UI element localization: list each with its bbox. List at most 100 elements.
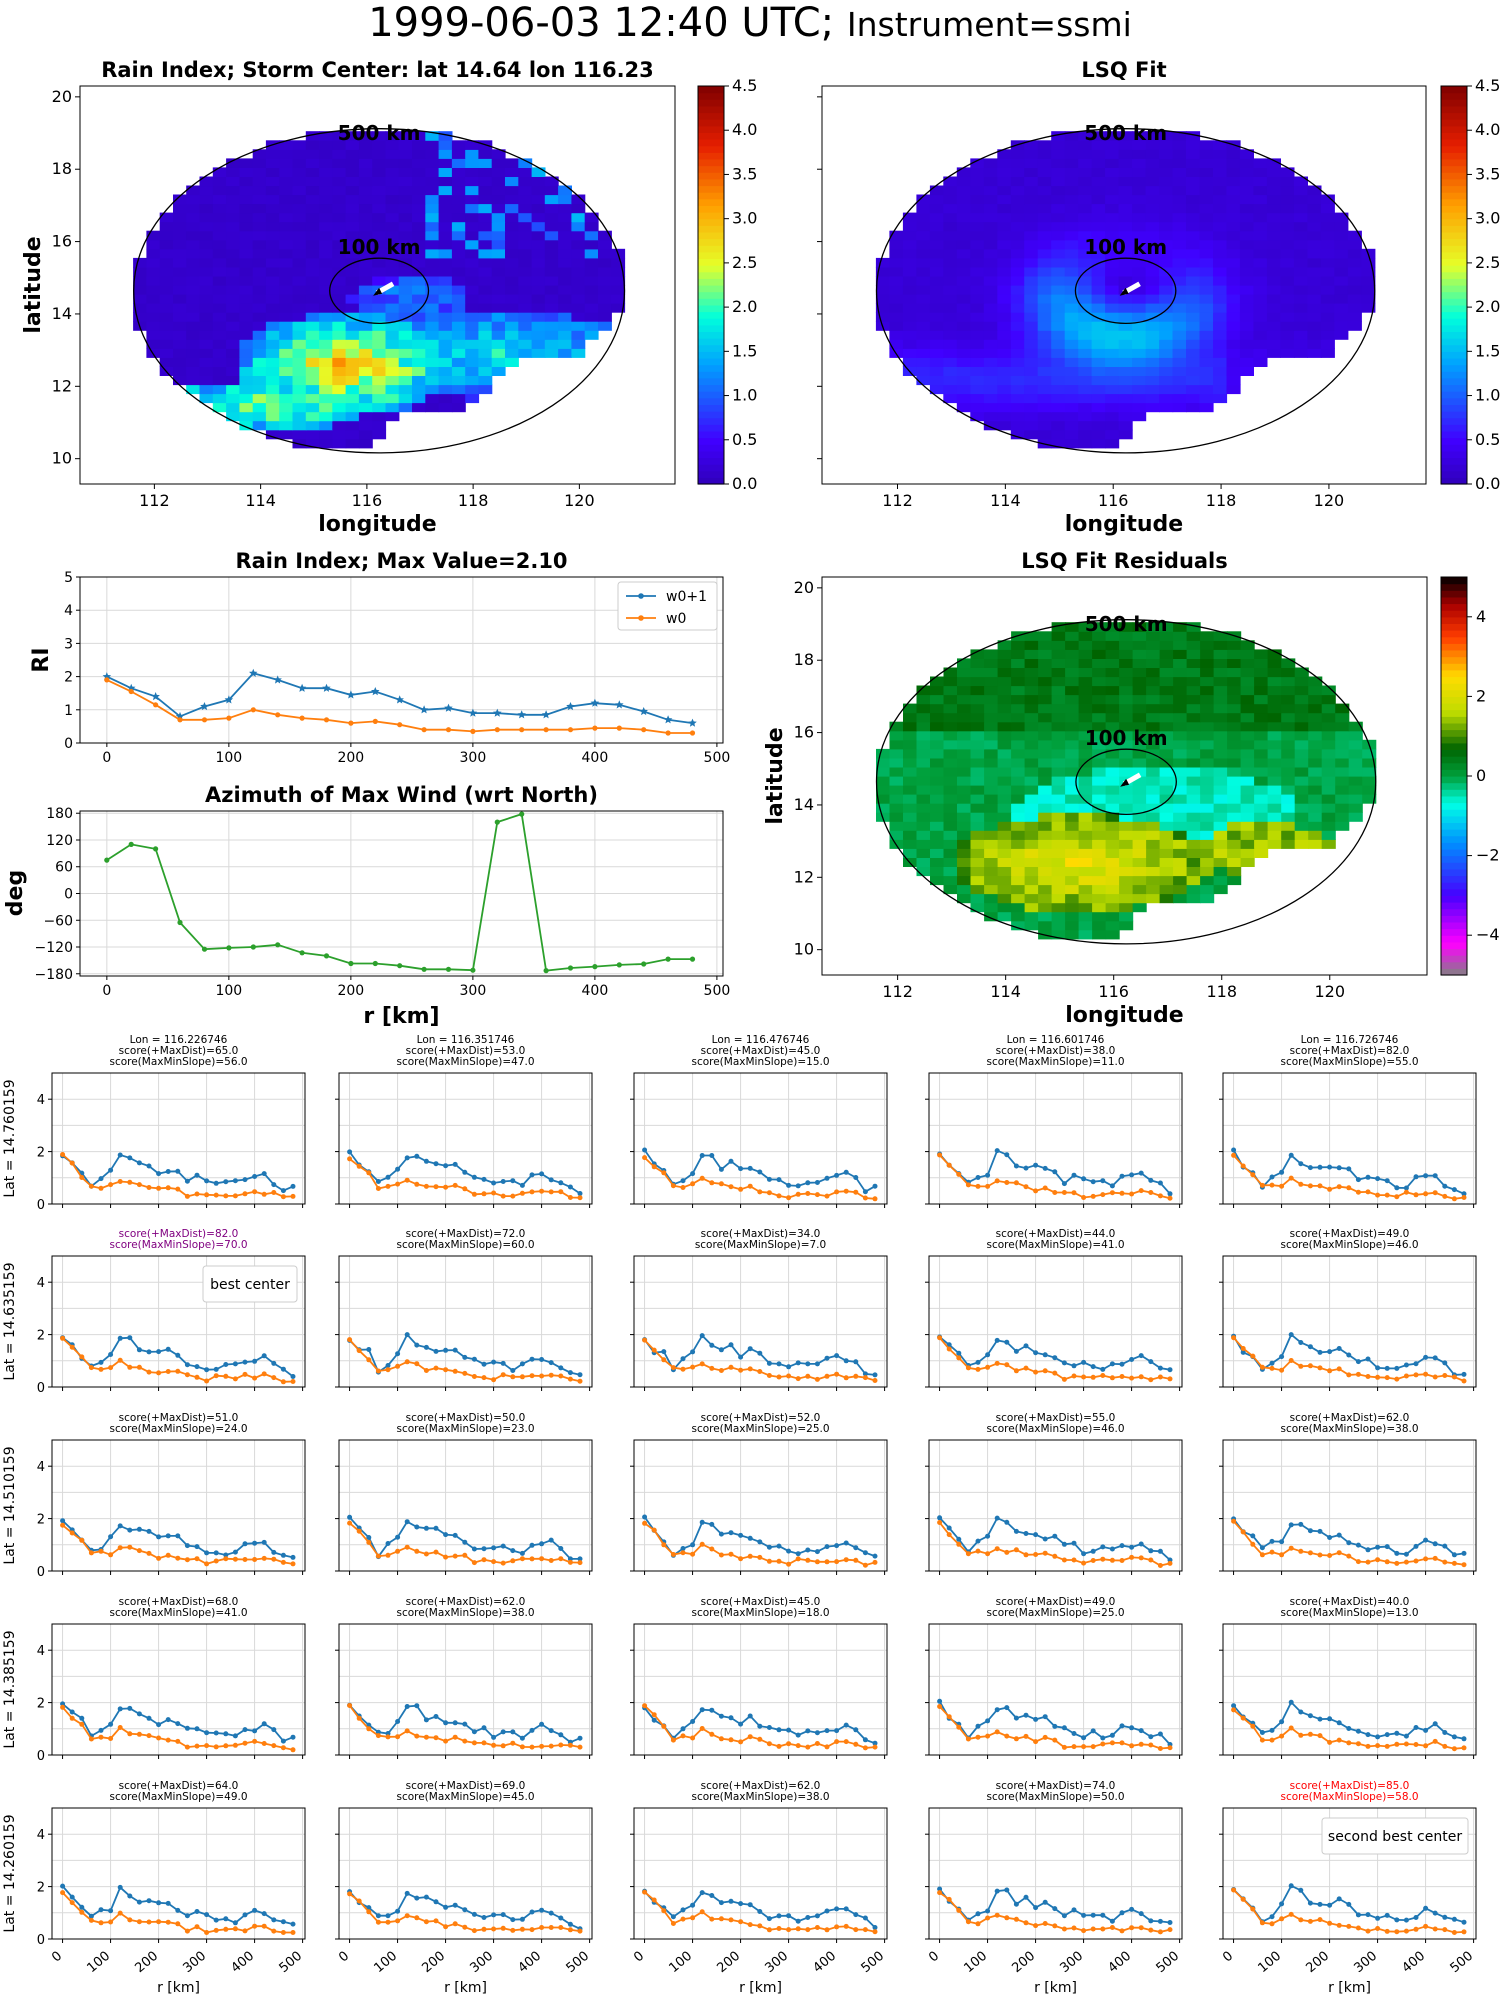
data-point [423, 1183, 429, 1189]
y-axis-label: latitude [763, 727, 788, 824]
data-point [728, 1715, 734, 1721]
colorbar-tick-label: 3.0 [1475, 209, 1500, 228]
score-maxdist: score(+MaxDist)=82.0 [119, 1228, 239, 1240]
data-point [242, 1727, 248, 1733]
data-point [1100, 1556, 1106, 1562]
data-point [433, 1348, 439, 1354]
data-point [1090, 1179, 1096, 1185]
data-point [175, 1738, 181, 1744]
data-point [510, 1917, 516, 1923]
data-point [1071, 1363, 1077, 1369]
data-point [375, 1919, 381, 1925]
data-point [1129, 1357, 1135, 1362]
data-point [814, 1361, 820, 1367]
data-point [577, 1195, 583, 1201]
data-point [548, 1372, 554, 1378]
data-point [642, 1889, 648, 1895]
data-point [985, 1352, 991, 1358]
series-w0+1-line [643, 1516, 876, 1557]
data-point [385, 1174, 391, 1180]
data-point [184, 1372, 190, 1378]
data-point [1071, 1907, 1077, 1913]
data-point [223, 1926, 229, 1932]
data-point [728, 1364, 734, 1370]
data-point [213, 1550, 219, 1556]
data-point [1129, 1554, 1135, 1560]
ring-500km [875, 619, 1377, 945]
data-point [356, 1163, 362, 1169]
data-point [98, 1920, 104, 1926]
data-point [348, 720, 354, 726]
data-point [853, 1927, 859, 1933]
data-point [795, 1926, 801, 1932]
x-tick-label: 500 [1154, 1949, 1183, 1976]
data-point [1013, 1528, 1019, 1534]
data-point [872, 1553, 878, 1559]
data-point [872, 1744, 878, 1750]
data-point [471, 1560, 477, 1566]
data-point [1327, 1535, 1333, 1540]
data-point [577, 1744, 583, 1750]
data-point [1442, 1183, 1448, 1189]
y-tick-label: 60 [55, 860, 73, 876]
data-point [1432, 1738, 1438, 1744]
storm-center-arrow [373, 287, 383, 296]
score-maxdist: score(+MaxDist)=50.0 [406, 1412, 526, 1424]
data-point [156, 1735, 162, 1741]
data-point [937, 1152, 943, 1158]
data-point [510, 1729, 516, 1735]
score-maxdist: score(+MaxDist)=72.0 [406, 1228, 526, 1240]
data-point [680, 1356, 686, 1362]
colorbar-tick-label: 3.5 [732, 164, 757, 183]
data-point [985, 1915, 991, 1921]
series-w0+1-line [938, 1516, 1171, 1561]
colorbar-tick-label: 4.0 [1475, 120, 1500, 139]
x-tick-label: 112 [139, 491, 170, 510]
data-point [786, 1913, 792, 1919]
data-point [975, 1921, 981, 1927]
data-point [1004, 1519, 1010, 1525]
data-point [433, 1918, 439, 1924]
data-point [1081, 1912, 1087, 1918]
data-point [690, 1364, 696, 1370]
data-point [1394, 1365, 1400, 1371]
data-point [1461, 1550, 1467, 1556]
data-point [1307, 1731, 1313, 1737]
data-point [1023, 1920, 1029, 1926]
data-point [146, 1185, 152, 1190]
data-point [1298, 1732, 1304, 1738]
grid-panel-2-3: score(MaxMinSlope)=7.0score(+MaxDist)=34… [630, 1228, 888, 1391]
data-point [872, 1196, 878, 1202]
ring-500km-label: 500 km [338, 121, 421, 145]
y-tick-label: 4 [37, 1828, 45, 1843]
x-tick-label: 100 [961, 1949, 990, 1976]
data-point [1423, 1727, 1429, 1733]
data-point [956, 1724, 962, 1730]
data-point [1288, 1545, 1294, 1551]
data-point [1355, 1741, 1361, 1747]
data-point [757, 1554, 763, 1560]
data-point [79, 1354, 85, 1360]
score-maxdist: score(+MaxDist)=64.0 [119, 1780, 239, 1792]
data-point [814, 1559, 820, 1565]
data-point [443, 1367, 449, 1373]
data-point [1451, 1916, 1457, 1922]
data-point [1013, 1736, 1019, 1742]
data-point [1327, 1164, 1333, 1170]
data-point [690, 1551, 696, 1557]
data-point [1432, 1541, 1438, 1547]
data-point [261, 1923, 267, 1929]
colorbar-tick-label: 0 [1476, 766, 1486, 785]
data-point [641, 727, 647, 733]
data-point [577, 1372, 583, 1378]
data-point [1307, 1528, 1313, 1534]
rain-index-profile-frame [79, 576, 724, 744]
grid-panel-5-4: 0 100 200 300 400 500score(MaxMinSlope)=50.0s… [925, 1780, 1183, 1996]
y-axis-label: latitude [21, 236, 46, 333]
data-point [1081, 1176, 1087, 1182]
data-point [590, 698, 600, 707]
data-point [423, 1158, 429, 1164]
data-point [1081, 1359, 1087, 1365]
data-point [153, 846, 159, 852]
data-point [776, 1558, 782, 1564]
